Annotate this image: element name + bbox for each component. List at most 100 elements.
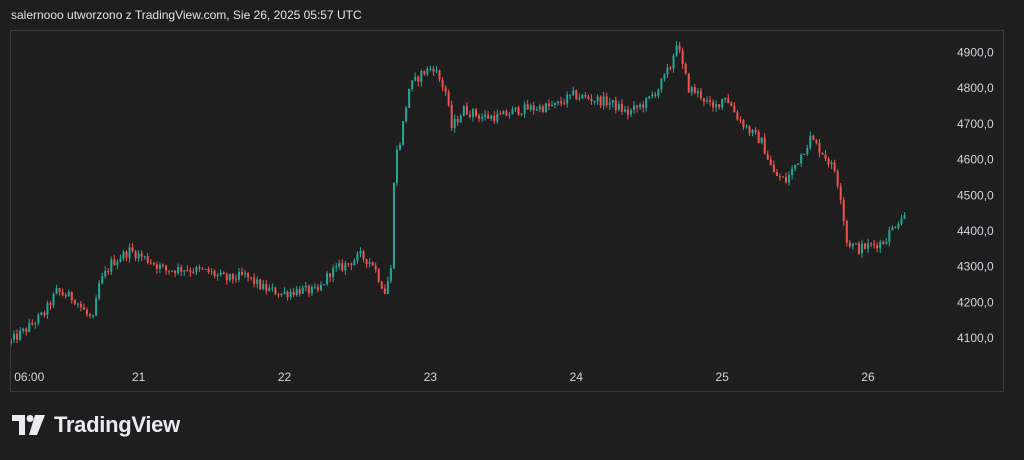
candle-body [699,91,702,99]
candle-body [313,286,316,288]
candle-body [432,68,435,72]
candle-body [623,109,626,112]
tradingview-logo[interactable]: TradingView [12,412,180,438]
candle-body [414,76,417,81]
candle-body [149,262,152,264]
candle-body [836,171,839,187]
candle-body [766,154,769,160]
candle-body [800,154,803,164]
candle-body [517,107,520,115]
candle-body [201,268,204,270]
candle-body [812,135,815,140]
candle-body [386,281,389,294]
candle-body [508,114,511,116]
candle-body [520,113,523,115]
candle-body [128,247,131,258]
candle-body [797,163,800,165]
candle-body [234,279,237,281]
candle-body [326,273,329,285]
candle-body [320,284,322,290]
candlestick-chart[interactable]: 4100,0 4200,0 4300,0 4400,0 4500,0 4600,0 4700… [11,31,1003,391]
candle-body [16,333,19,340]
y-tick-label: 4500,0 [957,188,994,202]
candle-body [709,100,712,102]
candle-body [231,273,234,280]
y-tick-label: 4300,0 [957,260,994,274]
candle-body [222,272,225,275]
candle-body [888,230,891,242]
candle-body [444,87,447,92]
candle-body [769,159,772,165]
candle-body [651,94,654,97]
candle-body [161,264,164,266]
candle-body [79,303,82,308]
candle-body [630,110,632,115]
candle-body [347,263,350,265]
candle-body [617,103,620,110]
candle-body [867,243,870,249]
candle-body [465,106,468,115]
candle-body [165,265,167,271]
candle-body [535,109,538,111]
candle-body [237,271,240,280]
candle-body [304,285,307,288]
y-tick-label: 4800,0 [957,81,994,95]
candle-body [11,339,12,344]
candle-body [216,274,219,276]
candle-body [438,70,441,80]
candle-body [262,284,265,290]
x-tick-label: 21 [132,370,146,384]
candle-body [809,135,812,148]
candle-body [891,227,894,231]
candle-body [76,303,79,305]
candle-body [590,98,593,102]
candle-body [702,98,705,102]
candle-body [860,243,863,254]
candle-body [253,277,256,285]
candle-body [566,94,569,104]
candle-body [712,101,715,108]
candle-body [490,115,493,119]
candle-body [95,298,98,316]
candle-body [441,79,444,88]
candle-body [897,224,900,228]
candle-body [818,142,821,153]
candle-body [453,118,456,129]
candle-body [107,270,110,272]
candle-body [471,109,474,117]
candle-body [857,243,860,254]
candle-body [329,273,332,278]
candle-body [362,251,365,259]
candle-body [654,94,657,96]
candle-body [721,98,724,108]
candle-body [851,243,854,247]
candle-body [806,147,809,154]
candle-body [447,91,450,105]
candle-body [803,153,806,155]
candle-body [289,291,292,297]
candle-body [265,284,268,291]
candle-body [830,162,833,165]
candle-body [575,90,578,100]
candle-body [544,103,547,112]
candle-body [353,260,356,266]
candle-body [599,96,602,106]
candle-body [778,175,781,177]
candle-body [168,270,171,272]
candle-body [198,267,201,269]
candle-body [85,309,88,315]
candle-body [146,256,149,263]
x-tick-label: 24 [570,370,584,384]
candle-body [426,68,429,75]
candle-body [204,268,207,270]
candle-body [383,288,386,294]
chart-frame[interactable]: 4100,0 4200,0 4300,0 4400,0 4500,0 4600,0 4700… [10,30,1004,392]
candle-body [137,253,140,259]
candle-body [739,119,742,121]
candle-body [523,104,526,114]
candle-body [365,258,368,264]
candle-body [785,176,787,183]
candle-body [259,279,262,290]
candle-body [310,286,313,294]
candle-body [645,98,648,108]
